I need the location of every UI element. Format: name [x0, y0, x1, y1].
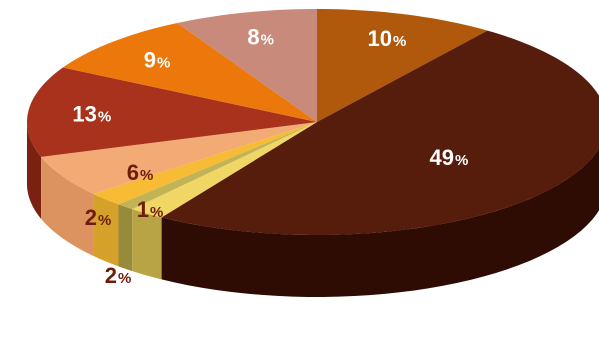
slice-label-unit: % [393, 33, 406, 50]
pie-side-4 [93, 194, 119, 267]
pie-side-5 [41, 156, 94, 257]
slice-label-unit: % [140, 167, 153, 184]
slice-label-value: 2 [85, 205, 97, 230]
pie-labels: 10%49%2%1%2%6%13%9%8% [72, 25, 468, 288]
slice-label-unit: % [118, 270, 131, 287]
pie-slice-2 [132, 122, 317, 218]
slice-label-value: 6 [127, 160, 139, 185]
slice-label-unit: % [455, 152, 468, 169]
pie-slice-7 [62, 22, 318, 123]
slice-label-value: 2 [105, 263, 117, 288]
pie-side-walls [27, 122, 599, 297]
pie-side-6 [27, 122, 42, 219]
slice-label-2: 2% [105, 263, 132, 288]
slice-label-8: 8% [247, 25, 274, 50]
slice-label-unit: % [98, 109, 111, 126]
slice-label-unit: % [157, 55, 170, 72]
pie-slice-4 [93, 122, 317, 205]
slice-label-unit: % [150, 204, 163, 221]
slice-label-5: 6% [127, 160, 154, 185]
slice-label-unit: % [98, 212, 111, 229]
pie-top-faces [27, 9, 599, 235]
slice-label-value: 13 [72, 102, 96, 127]
slice-label-value: 9 [144, 48, 156, 73]
pie-side-1 [161, 148, 599, 297]
slice-label-value: 49 [429, 145, 453, 170]
pie-slice-0 [317, 9, 488, 122]
slice-label-value: 1 [137, 197, 149, 222]
pie-slice-1 [161, 30, 599, 235]
slice-label-7: 9% [144, 48, 171, 73]
pie-slice-6 [27, 67, 317, 157]
pie-slice-5 [41, 122, 317, 195]
pie-side-3 [118, 204, 133, 272]
pie-side-2 [132, 209, 162, 280]
slice-label-1: 49% [429, 145, 468, 170]
slice-label-0: 10% [367, 26, 406, 51]
slice-label-3: 1% [137, 197, 164, 222]
slice-label-4: 2% [85, 205, 112, 230]
slice-label-unit: % [261, 32, 274, 49]
pie-slice-8 [177, 9, 317, 122]
slice-label-value: 10 [367, 26, 391, 51]
slice-label-value: 8 [247, 25, 259, 50]
pie-slice-3 [118, 122, 317, 210]
slice-label-6: 13% [72, 102, 111, 127]
